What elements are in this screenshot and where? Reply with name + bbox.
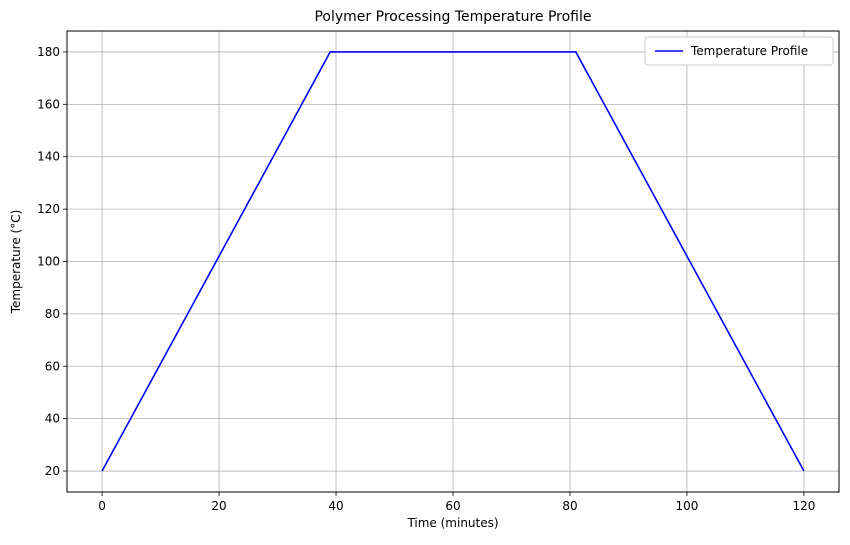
y-tick-label: 100 — [37, 255, 60, 269]
y-tick-label: 160 — [37, 97, 60, 111]
x-tick-label: 80 — [562, 499, 577, 513]
series-layer — [101, 51, 805, 472]
x-tick-label: 0 — [98, 499, 106, 513]
legend-label: Temperature Profile — [690, 44, 808, 58]
y-tick-label: 80 — [45, 307, 60, 321]
legend-box — [644, 36, 834, 66]
y-tick-label: 20 — [45, 464, 60, 478]
y-tick-label: 40 — [45, 412, 60, 426]
x-tick-label: 40 — [328, 499, 343, 513]
x-tick-label: 120 — [792, 499, 815, 513]
ticks: 0 20 40 60 80 100 120 20 40 60 80 100 120 140 160 180 — [37, 45, 815, 513]
legend: Temperature Profile — [644, 36, 834, 66]
series-line-temperature-profile — [101, 51, 805, 472]
y-axis-label: Temperature (°C) — [9, 210, 23, 315]
y-tick-label: 120 — [37, 202, 60, 216]
chart-title: Polymer Processing Temperature Profile — [314, 9, 591, 25]
x-tick-label: 60 — [445, 499, 460, 513]
x-tick-label: 20 — [211, 499, 226, 513]
y-tick-label: 60 — [45, 359, 60, 373]
y-tick-label: 180 — [37, 45, 60, 59]
x-axis-label: Time (minutes) — [406, 516, 498, 530]
y-tick-label: 140 — [37, 150, 60, 164]
x-tick-label: 100 — [675, 499, 698, 513]
grid — [67, 31, 839, 492]
